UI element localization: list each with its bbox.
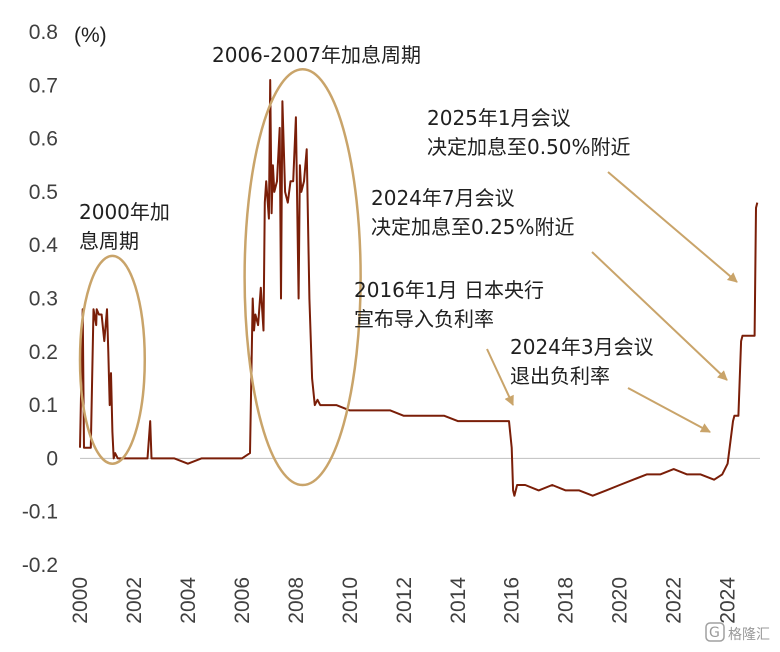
y-tick-label: 0.4 bbox=[29, 234, 59, 257]
series-layer bbox=[79, 79, 759, 497]
y-tick-label: -0.2 bbox=[22, 554, 58, 577]
x-tick-label: 2000 bbox=[69, 577, 92, 624]
watermark: G 格隆汇 bbox=[705, 622, 770, 643]
annotation-line: 决定加息至0.25%附近 bbox=[371, 215, 575, 239]
x-tick-label: 2012 bbox=[393, 577, 416, 624]
annotation-line: 2024年7月会议 bbox=[371, 186, 515, 210]
x-tick-label: 2004 bbox=[177, 577, 200, 624]
x-tick-label: 2010 bbox=[339, 577, 362, 624]
y-tick-label: 0.2 bbox=[29, 341, 58, 364]
y-tick-label: 0.6 bbox=[29, 128, 58, 151]
y-tick-label: -0.1 bbox=[22, 501, 58, 524]
highlight-ellipses bbox=[78, 68, 362, 487]
annotation-line: 2025年1月会议 bbox=[427, 106, 571, 130]
x-tick-label: 2006 bbox=[231, 577, 254, 624]
x-tick-label: 2024 bbox=[717, 577, 740, 624]
highlight-2000-cycle bbox=[78, 254, 147, 465]
annotation-line: 2006-2007年加息周期 bbox=[212, 43, 421, 67]
annotation-line: 宣布导入负利率 bbox=[354, 307, 494, 331]
x-tick-label: 2014 bbox=[447, 577, 470, 624]
highlight-2006-2007-cycle bbox=[243, 68, 362, 487]
arrow-2024-march bbox=[627, 387, 711, 433]
x-tick-label: 2008 bbox=[285, 577, 308, 624]
y-tick-label: 0.1 bbox=[29, 394, 58, 417]
y-tick-label: 0.3 bbox=[29, 288, 58, 311]
y-tick-label: 0.7 bbox=[29, 74, 58, 97]
x-tick-label: 2016 bbox=[501, 577, 524, 624]
annotation-line: 退出负利率 bbox=[510, 364, 610, 388]
arrow-2025-january bbox=[607, 171, 738, 283]
watermark-text: 格隆汇 bbox=[728, 627, 770, 643]
annotations: 2000年加息周期 2006-2007年加息周期 2016年1月 日本央行宣布导入负… bbox=[79, 43, 654, 388]
annotation-line: 2024年3月会议 bbox=[510, 335, 654, 359]
annotation-label: 2024年7月会议决定加息至0.25%附近 bbox=[371, 186, 575, 239]
annotation-line: 2000年加 bbox=[79, 200, 170, 224]
annotation-label: 2024年3月会议退出负利率 bbox=[510, 335, 654, 388]
x-axis-ticks: 2000 2002 2004 2006 2008 2010 2012 2014 2016 2018… bbox=[69, 577, 740, 624]
y-axis-ticks: 0.8 0.7 0.6 0.5 0.4 0.3 0.2 0.1 0 -0.1 -0.2 bbox=[22, 21, 58, 577]
x-tick-label: 2002 bbox=[123, 577, 146, 624]
svg-text:G: G bbox=[709, 625, 720, 641]
y-tick-label: 0.8 bbox=[29, 21, 58, 44]
annotation-label: 2016年1月 日本央行宣布导入负利率 bbox=[354, 278, 544, 331]
annotation-line: 2016年1月 日本央行 bbox=[354, 278, 544, 302]
annotation-label: 2025年1月会议决定加息至0.50%附近 bbox=[427, 106, 631, 159]
watermark-logo-icon bbox=[705, 622, 725, 642]
x-tick-label: 2022 bbox=[663, 577, 686, 624]
annotation-line: 息周期 bbox=[79, 229, 139, 253]
y-tick-label: 0.5 bbox=[29, 181, 58, 204]
arrow-2024-july bbox=[591, 251, 728, 381]
annotation-label: 2000年加息周期 bbox=[79, 200, 170, 253]
annotation-arrows bbox=[486, 171, 738, 433]
unit-label: (%) bbox=[74, 24, 107, 47]
annotation-line: 决定加息至0.50%附近 bbox=[427, 135, 631, 159]
annotation-label: 2006-2007年加息周期 bbox=[212, 43, 421, 67]
y-tick-label: 0 bbox=[46, 447, 58, 470]
series-line bbox=[79, 79, 759, 497]
x-tick-label: 2018 bbox=[555, 577, 578, 624]
arrow-2016-negative-rate bbox=[486, 348, 514, 406]
x-tick-label: 2020 bbox=[609, 577, 632, 624]
